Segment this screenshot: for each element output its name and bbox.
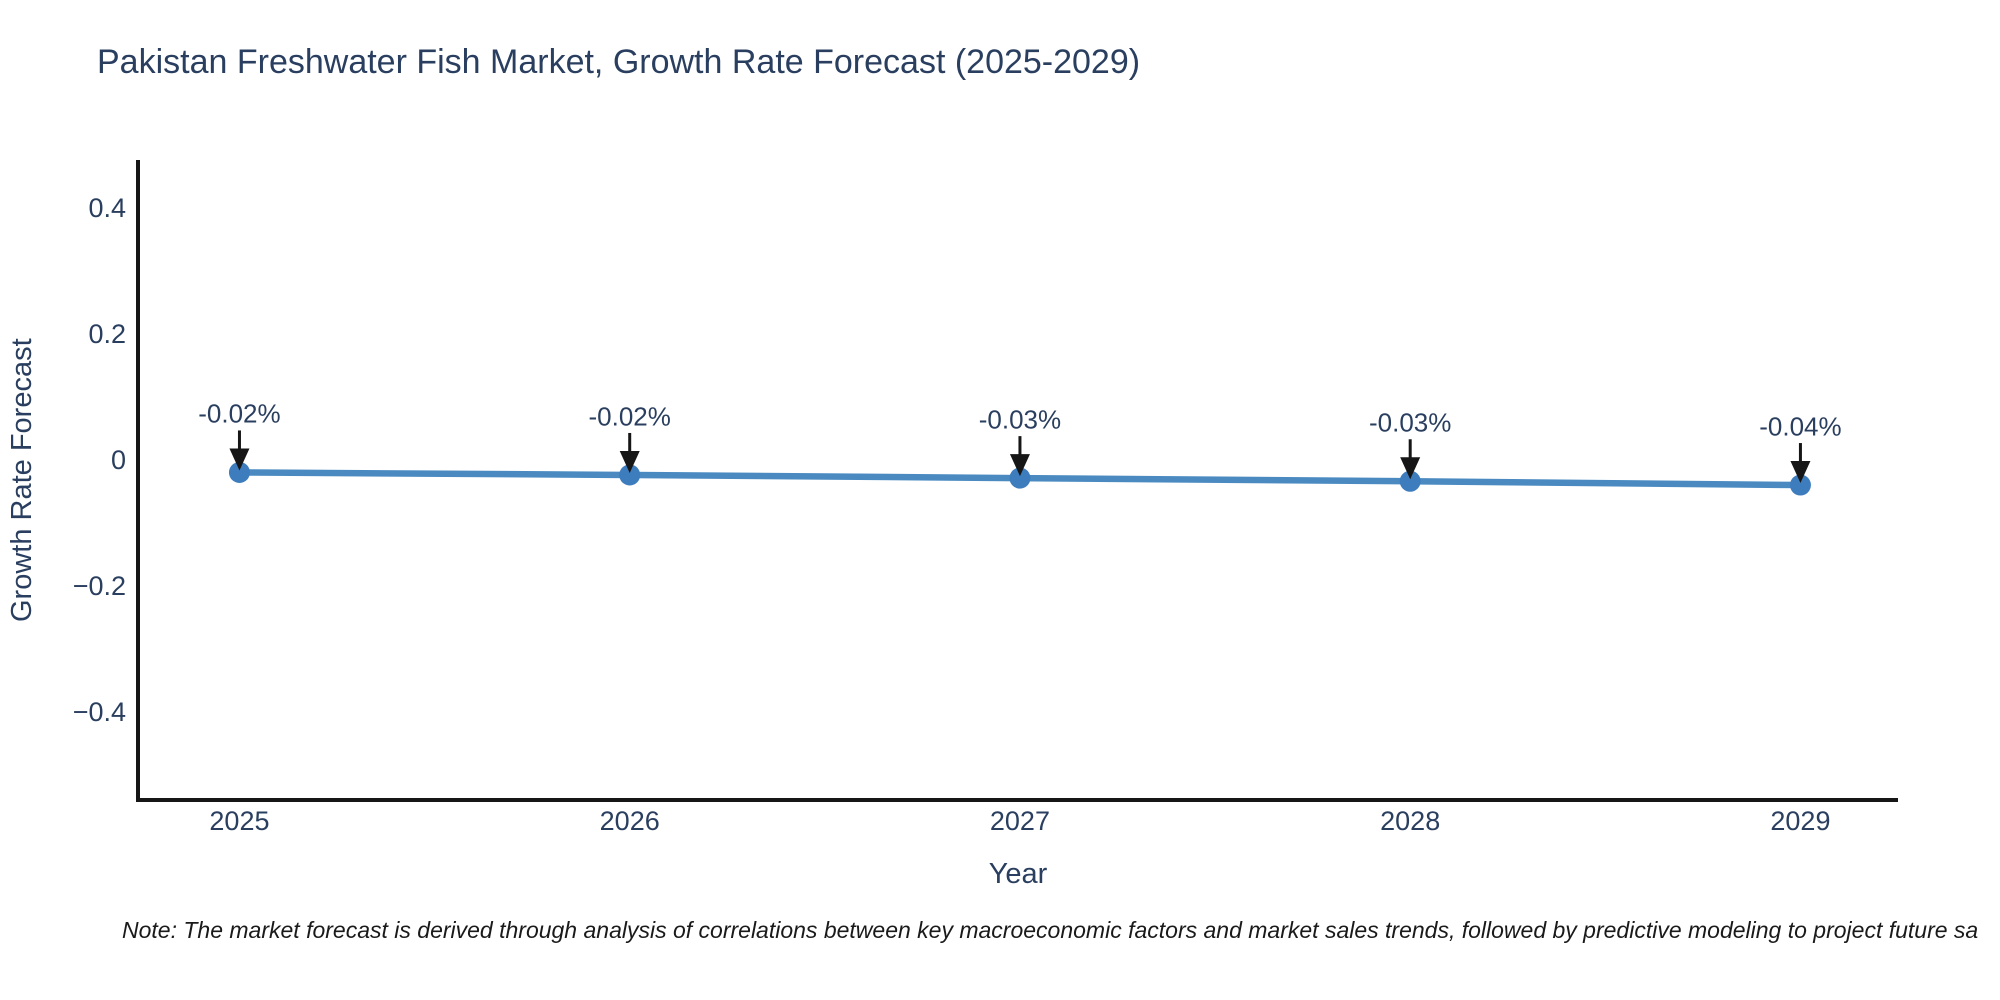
annotation-arrow-head	[1790, 461, 1811, 484]
x-axis-tick-label: 2026	[599, 806, 660, 836]
annotation-arrow-head	[1009, 454, 1030, 477]
x-axis-tick-label: 2028	[1380, 806, 1441, 836]
x-axis-tick-label: 2027	[989, 806, 1050, 836]
footnote: Note: The market forecast is derived thr…	[122, 917, 1979, 943]
point-annotation-label: -0.03%	[1368, 407, 1452, 438]
x-axis-title: Year	[988, 858, 1048, 890]
y-axis-tick-label: 0	[110, 444, 126, 475]
axis-lines	[136, 160, 1898, 802]
data-point-marker	[1399, 470, 1421, 492]
point-annotation-label: -0.02%	[588, 401, 671, 432]
x-axis-tick-label: 2029	[1770, 806, 1831, 836]
point-annotation-label: -0.03%	[978, 404, 1062, 435]
data-point-marker	[228, 461, 250, 483]
y-axis-tick-label: −0.4	[72, 696, 126, 727]
annotation-arrow-head	[229, 448, 250, 471]
y-axis-tick-label: −0.2	[72, 570, 126, 601]
point-annotation-label: -0.04%	[1759, 411, 1842, 442]
y-axis-tick-label: 0.4	[88, 192, 126, 223]
chart-title: Pakistan Freshwater Fish Market, Growth …	[97, 43, 1141, 81]
annotation-arrow-head	[619, 450, 640, 473]
data-point-marker	[619, 464, 641, 486]
x-axis-tick-label: 2025	[209, 806, 270, 836]
data-point-marker	[1789, 474, 1811, 496]
data-point-marker	[1009, 467, 1031, 489]
point-annotation-label: -0.02%	[198, 398, 281, 429]
y-axis-tick-label: 0.2	[88, 318, 126, 349]
annotation-arrow-head	[1400, 457, 1421, 480]
